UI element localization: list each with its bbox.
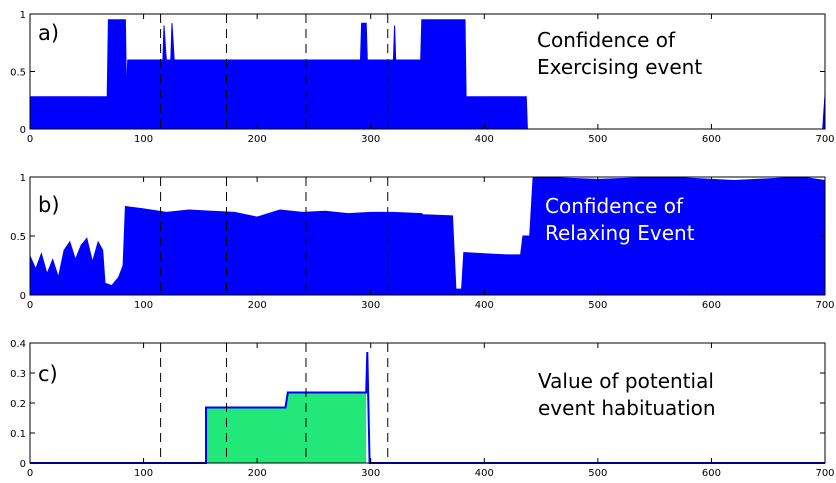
habituation-fill <box>206 392 367 463</box>
x-tick-label: 600 <box>702 468 721 479</box>
x-tick-label: 700 <box>815 300 834 311</box>
x-tick-label: 200 <box>248 134 267 145</box>
x-tick-label: 200 <box>248 300 267 311</box>
x-tick-label: 600 <box>702 134 721 145</box>
x-tick-label: 400 <box>475 468 494 479</box>
y-tick-label: 0.5 <box>10 68 26 79</box>
y-tick-label: 0.1 <box>10 429 26 440</box>
panel-c: 0 100 200 300 400 500 600 700 0 0.1 0.2 0.3 0.4 c) Val… <box>10 339 834 479</box>
x-tick-label: 100 <box>134 134 153 145</box>
y-tick-label: 0 <box>20 125 26 136</box>
panel-label: c) <box>38 362 58 386</box>
plot-area <box>30 343 825 463</box>
x-tick-label: 0 <box>27 300 33 311</box>
panel-annotation: Relaxing Event <box>545 221 695 245</box>
x-tick-label: 500 <box>588 134 607 145</box>
panel-label: a) <box>38 21 59 45</box>
x-tick-label: 500 <box>588 468 607 479</box>
panel-a: 0 100 200 300 400 500 600 700 0 0.5 1 a) Confidence … <box>10 10 834 145</box>
x-tick-label: 0 <box>27 468 33 479</box>
y-tick-label: 0 <box>20 291 26 302</box>
x-tick-label: 300 <box>361 468 380 479</box>
panel-annotation: Value of potential <box>538 369 714 393</box>
y-tick-label: 0.4 <box>10 339 26 350</box>
series-area <box>29 176 826 296</box>
panel-annotation: Confidence of <box>545 194 684 218</box>
x-tick-label: 600 <box>702 300 721 311</box>
panel-label: b) <box>38 193 60 217</box>
x-tick-label: 100 <box>134 300 153 311</box>
x-tick-label: 700 <box>815 134 834 145</box>
panel-annotation: event habituation <box>538 396 716 420</box>
x-tick-label: 400 <box>475 300 494 311</box>
x-tick-label: 0 <box>27 134 33 145</box>
x-tick-label: 100 <box>134 468 153 479</box>
y-tick-label: 0.2 <box>10 399 26 410</box>
series-line <box>30 351 825 464</box>
y-tick-label: 0.5 <box>10 232 26 243</box>
panel-annotation: Confidence of <box>537 28 676 52</box>
x-tick-label: 200 <box>248 468 267 479</box>
x-tick-label: 700 <box>815 468 834 479</box>
x-tick-label: 300 <box>361 300 380 311</box>
panel-annotation: Exercising event <box>537 55 702 79</box>
y-tick-label: 0 <box>20 459 26 470</box>
x-tick-label: 400 <box>475 134 494 145</box>
y-tick-label: 0.3 <box>10 369 26 380</box>
x-tick-label: 300 <box>361 134 380 145</box>
panel-b: 0 100 200 300 400 500 600 700 0 0.5 1 b) Confidence … <box>10 173 834 311</box>
y-tick-label: 1 <box>20 10 26 21</box>
y-tick-label: 1 <box>20 173 26 184</box>
x-tick-label: 500 <box>588 300 607 311</box>
